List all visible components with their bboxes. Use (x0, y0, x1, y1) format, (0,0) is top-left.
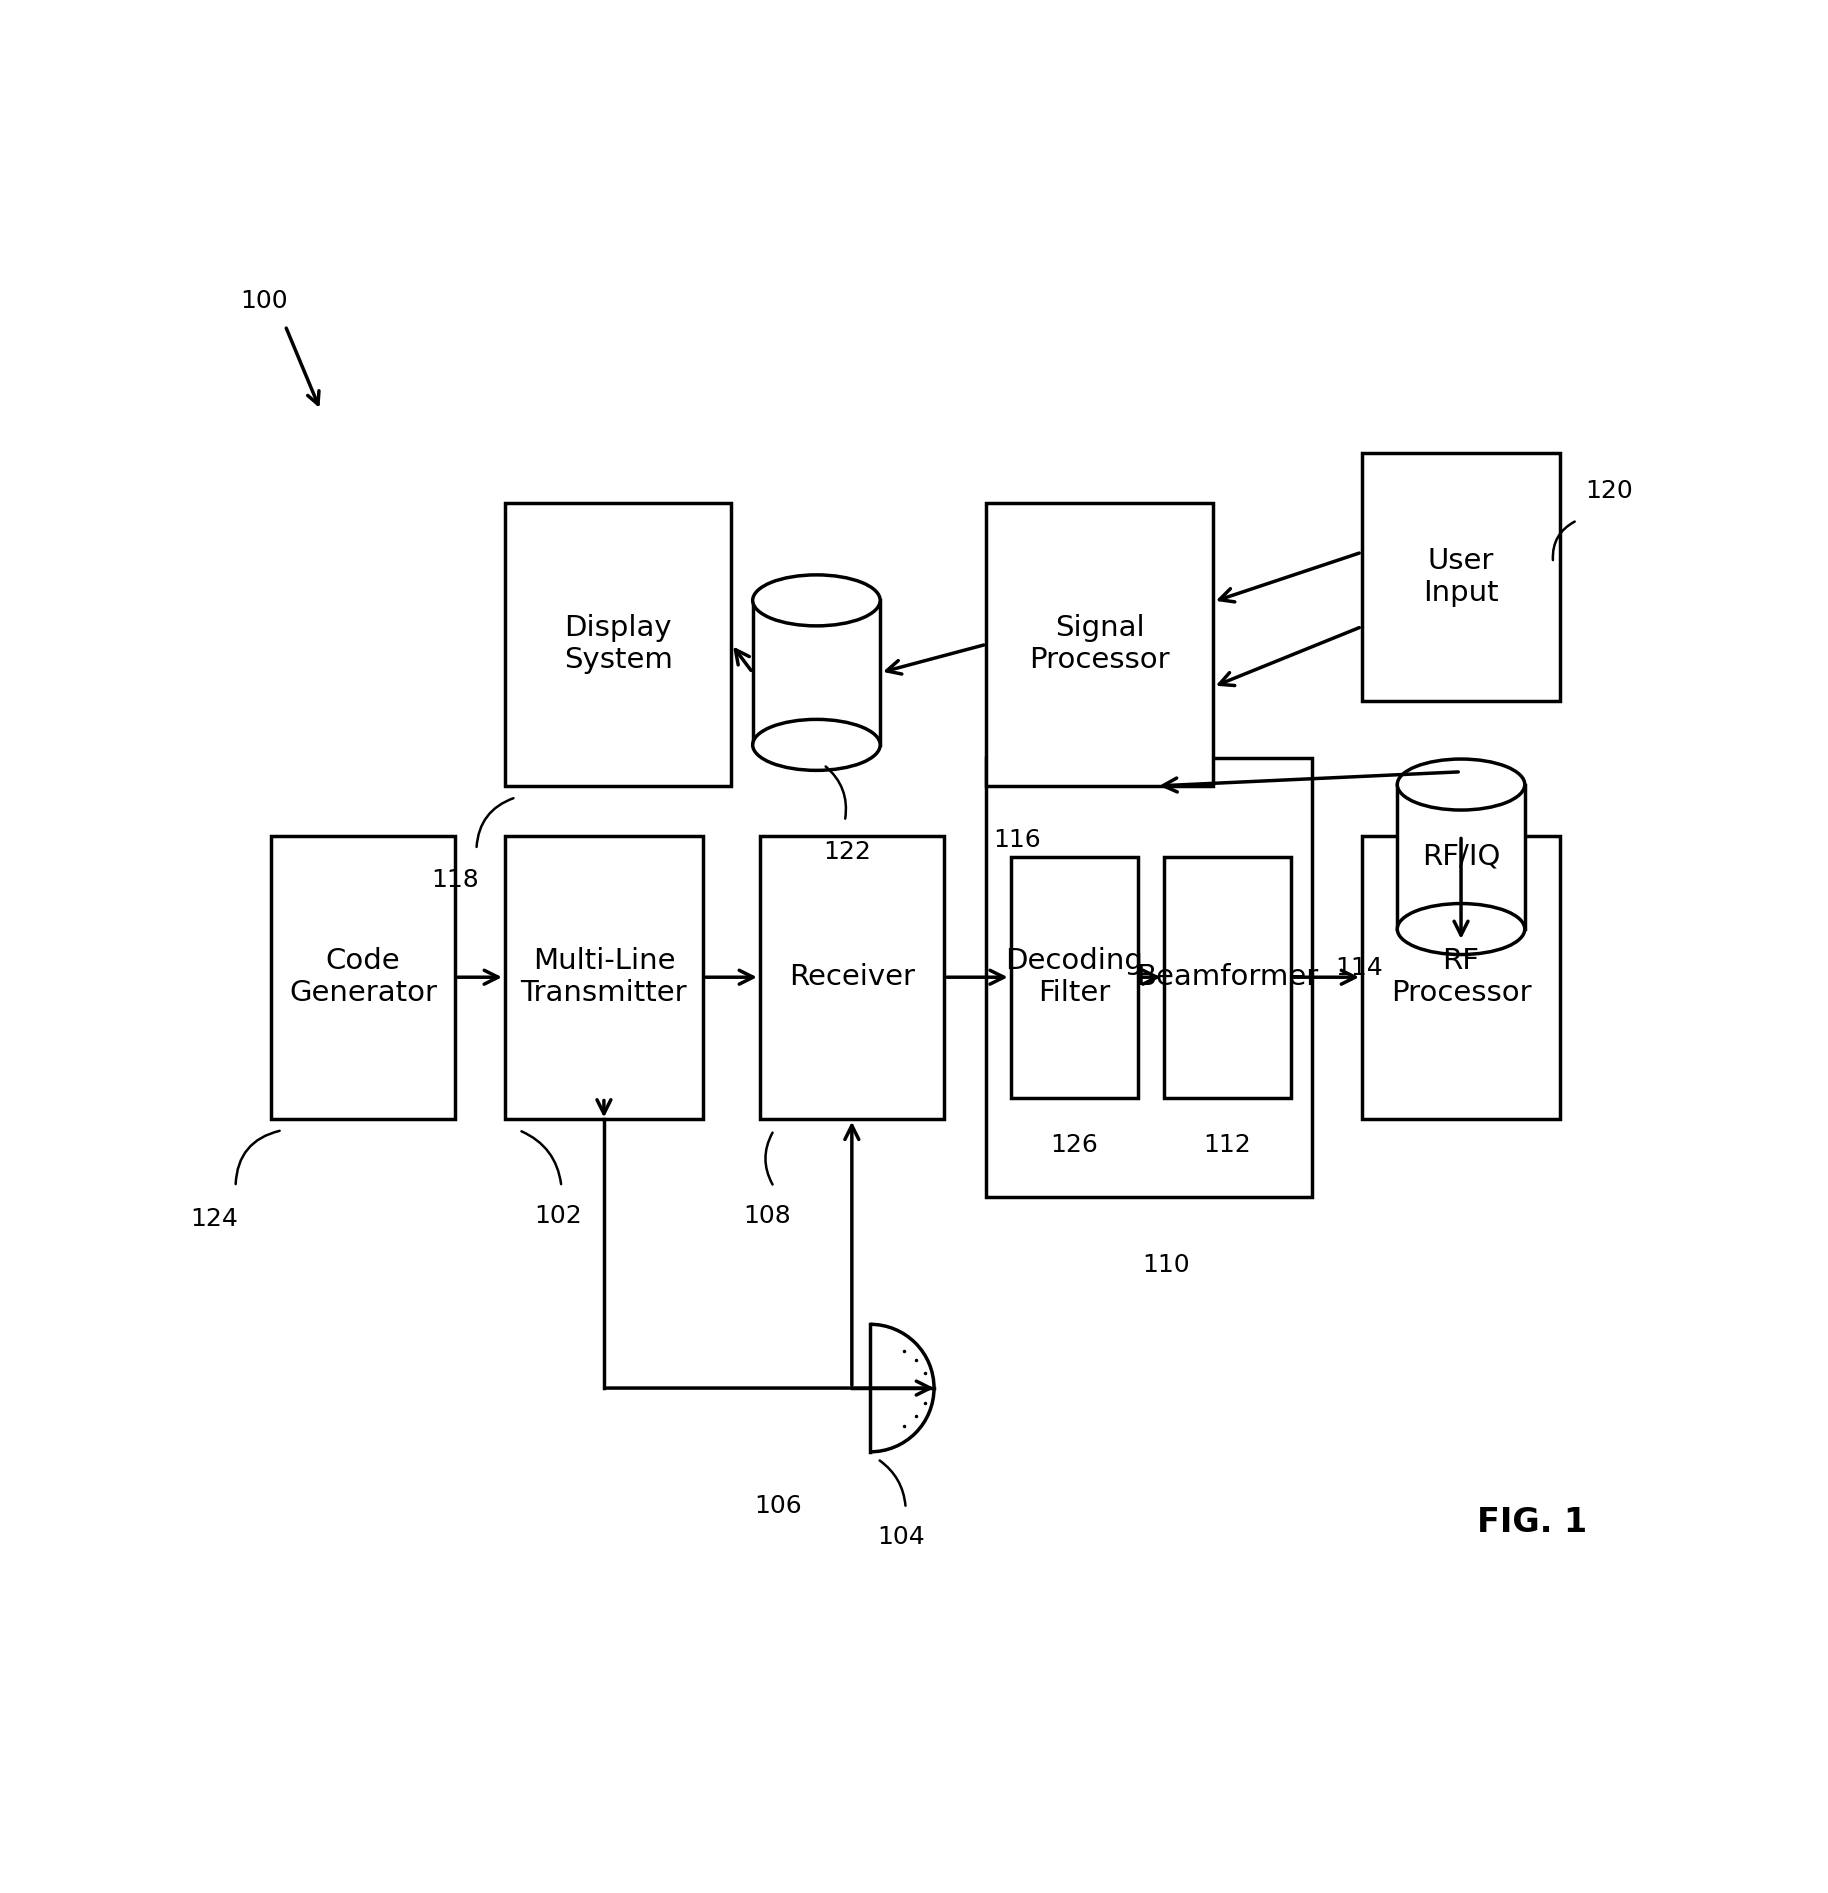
Text: Decoding
Filter: Decoding Filter (1005, 946, 1142, 1007)
Text: Display
System: Display System (563, 613, 673, 674)
Text: Receiver: Receiver (790, 964, 914, 992)
Bar (753, 600, 879, 744)
Bar (987, 757, 1313, 1196)
Bar (1011, 858, 1139, 1098)
Bar (271, 835, 455, 1119)
Text: 116: 116 (994, 829, 1042, 852)
Text: Beamformer: Beamformer (1137, 964, 1318, 992)
Text: 100: 100 (239, 290, 287, 314)
Bar (505, 835, 704, 1119)
Text: 114: 114 (1336, 956, 1384, 981)
Text: 122: 122 (824, 840, 872, 863)
Text: 106: 106 (755, 1494, 802, 1518)
Text: 118: 118 (431, 869, 479, 892)
Text: 112: 112 (1203, 1134, 1250, 1157)
Text: 124: 124 (190, 1206, 238, 1230)
Bar (1362, 452, 1561, 700)
Text: RF
Processor: RF Processor (1391, 946, 1532, 1007)
Text: FIG. 1: FIG. 1 (1477, 1507, 1587, 1539)
Text: 120: 120 (1585, 479, 1634, 504)
Ellipse shape (753, 575, 879, 627)
Text: 126: 126 (1051, 1134, 1099, 1157)
Text: 108: 108 (742, 1204, 792, 1229)
Text: 102: 102 (536, 1204, 583, 1229)
Text: 104: 104 (877, 1526, 925, 1550)
Bar (1163, 858, 1291, 1098)
Bar (1362, 835, 1561, 1119)
Text: Code
Generator: Code Generator (289, 946, 437, 1007)
Bar (505, 504, 731, 786)
Text: Multi-Line
Transmitter: Multi-Line Transmitter (521, 946, 687, 1007)
Text: 110: 110 (1142, 1253, 1190, 1278)
Ellipse shape (753, 719, 879, 770)
Text: RF/IQ: RF/IQ (1422, 842, 1501, 871)
Text: Signal
Processor: Signal Processor (1029, 613, 1170, 674)
Ellipse shape (1397, 759, 1525, 810)
Text: User
Input: User Input (1424, 547, 1499, 608)
Bar (760, 835, 943, 1119)
Ellipse shape (1397, 903, 1525, 954)
Bar (987, 504, 1214, 786)
Bar (1397, 784, 1525, 929)
